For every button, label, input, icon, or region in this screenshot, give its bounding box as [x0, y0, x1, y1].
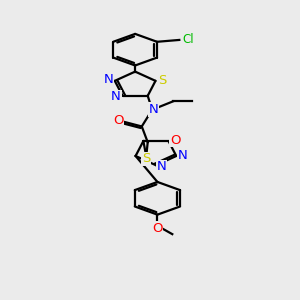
Text: O: O — [170, 134, 180, 147]
Text: N: N — [178, 148, 188, 162]
Text: N: N — [111, 90, 121, 103]
Text: N: N — [149, 103, 158, 116]
Text: N: N — [156, 160, 166, 173]
Text: S: S — [158, 74, 166, 87]
Text: Cl: Cl — [182, 33, 194, 46]
Text: S: S — [142, 152, 150, 166]
Text: O: O — [152, 221, 163, 235]
Text: O: O — [113, 114, 124, 128]
Text: N: N — [103, 74, 113, 86]
